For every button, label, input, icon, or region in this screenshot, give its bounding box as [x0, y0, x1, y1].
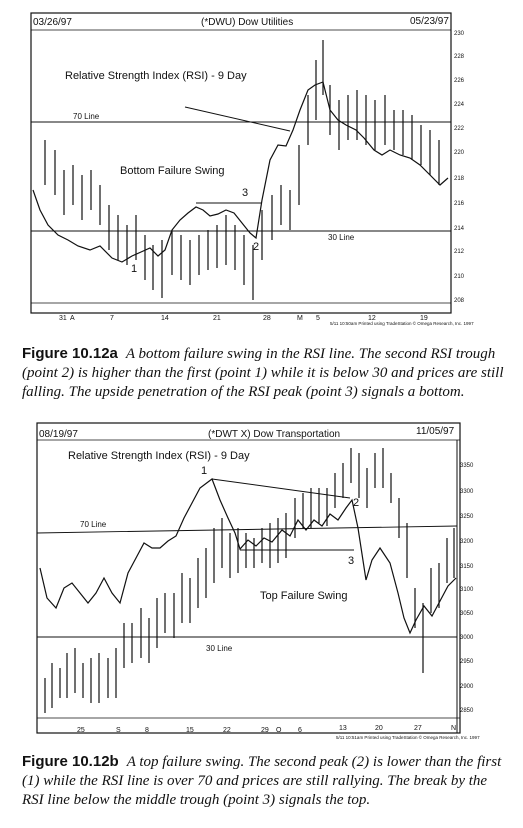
chart-a-price-tick: 212 — [454, 249, 465, 255]
chart-a-price-tick: 228 — [454, 54, 465, 60]
caption-a-label: Figure 10.12a — [22, 345, 118, 362]
chart-b-price-tick: 3100 — [460, 587, 474, 593]
chart-a-price-tick: 222 — [454, 126, 465, 132]
chart-a-swing-label: Bottom Failure Swing — [120, 165, 225, 177]
chart-a-footer: 5/11 10:50am Printed using TradeStation … — [330, 320, 474, 326]
chart-b-peak-line — [211, 478, 351, 499]
chart-a-price-tick: 208 — [454, 298, 465, 304]
chart-a-date-tick: 21 — [213, 315, 221, 322]
chart-a-date-ticks: 31 A 7 14 21 28 M 5 12 19 — [59, 315, 428, 322]
chart-b-svg: 08/19/97 (*DWT X) Dow Transportation 11/… — [36, 422, 480, 740]
chart-a-title: (*DWU) Dow Utilities — [201, 17, 293, 28]
chart-b-date-tick: 29 — [261, 727, 269, 734]
chart-b-swing-label: Top Failure Swing — [260, 590, 347, 602]
chart-b-price-tick: 3350 — [460, 463, 474, 469]
chart-b-price-tick: 3000 — [460, 635, 474, 641]
chart-a-price-tick: 226 — [454, 78, 465, 84]
chart-a-rsi-line — [32, 81, 449, 263]
chart-b-price-tick: 2900 — [460, 684, 474, 690]
chart-b-price-tick: 2850 — [460, 708, 474, 714]
chart-b-point-2: 2 — [353, 497, 359, 509]
chart-b-price-tick: 3300 — [460, 489, 474, 495]
chart-a-70-label: 70 Line — [73, 112, 100, 121]
chart-a-price-bars — [44, 40, 440, 300]
chart-a-price-tick: 220 — [454, 150, 465, 156]
chart-b-date-tick: 6 — [298, 727, 302, 734]
chart-a-frame — [30, 12, 452, 314]
chart-a-30-label: 30 Line — [328, 233, 355, 242]
chart-a-price-tick: 224 — [454, 102, 465, 108]
chart-a-price-tick: 218 — [454, 176, 465, 182]
chart-b-date-tick: O — [276, 727, 282, 734]
chart-a-svg: 03/26/97 (*DWU) Dow Utilities 05/23/97 R… — [30, 12, 474, 326]
chart-b-end-date: 11/05/97 — [416, 426, 455, 437]
chart-a-point-2: 2 — [253, 241, 259, 253]
chart-a-date-tick: 14 — [161, 315, 169, 322]
chart-b-date-tick: S — [116, 727, 121, 734]
chart-a-rsi-pointer — [184, 106, 291, 132]
chart-b-date-tick: 15 — [186, 727, 194, 734]
chart-b-price-tick: 3150 — [460, 564, 474, 570]
chart-b-point-3: 3 — [348, 555, 354, 567]
chart-a-date-tick: 31 — [59, 315, 67, 322]
caption-b-text: A top failure swing. The second peak (2)… — [22, 754, 502, 808]
chart-b-price-ticks: 3350 3300 3250 3200 3150 3100 3050 3000 … — [460, 463, 474, 714]
chart-b-70-label: 70 Line — [80, 520, 107, 529]
chart-b-price-tick: 3200 — [460, 539, 474, 545]
chart-a-date-tick: 28 — [263, 315, 271, 322]
chart-b-70-line — [36, 525, 458, 534]
chart-a-date-tick: M — [297, 315, 303, 322]
chart-a-point-1: 1 — [131, 263, 137, 275]
chart-b-date-tick: 20 — [375, 725, 383, 732]
chart-a-price-tick: 214 — [454, 226, 465, 232]
chart-a-price-tick: 216 — [454, 201, 465, 207]
chart-b-start-date: 08/19/97 — [39, 429, 78, 440]
chart-a-date-tick: 12 — [368, 315, 376, 322]
figure-10-12a-chart: 03/26/97 (*DWU) Dow Utilities 05/23/97 R… — [0, 0, 523, 340]
chart-b-date-tick: 8 — [145, 727, 149, 734]
chart-a-date-tick: A — [70, 315, 75, 322]
chart-b-point-1: 1 — [201, 465, 207, 477]
chart-b-date-tick: 25 — [77, 727, 85, 734]
caption-b-label: Figure 10.12b — [22, 753, 119, 770]
chart-a-price-tick: 230 — [454, 31, 465, 37]
figure-10-12b-caption: Figure 10.12b A top failure swing. The se… — [22, 752, 507, 810]
chart-b-title: (*DWT X) Dow Transportation — [208, 429, 340, 440]
chart-a-date-tick: 5 — [316, 315, 320, 322]
chart-a-rsi-label: Relative Strength Index (RSI) - 9 Day — [65, 70, 247, 82]
chart-b-rsi-line — [39, 478, 457, 635]
figure-10-12a-caption: Figure 10.12a A bottom failure swing in t… — [22, 344, 507, 402]
chart-b-date-tick: N — [451, 725, 456, 732]
caption-a-text: A bottom failure swing in the RSI line. … — [22, 346, 504, 400]
chart-b-date-tick: 22 — [223, 727, 231, 734]
chart-a-point-3: 3 — [242, 187, 248, 199]
chart-a-date-tick: 7 — [110, 315, 114, 322]
chart-b-rsi-label: Relative Strength Index (RSI) - 9 Day — [68, 450, 250, 462]
chart-b-date-tick: 13 — [339, 725, 347, 732]
chart-b-price-bars — [44, 448, 455, 713]
chart-a-end-date: 05/23/97 — [410, 16, 449, 27]
chart-b-30-label: 30 Line — [206, 644, 233, 653]
chart-a-price-tick: 210 — [454, 274, 465, 280]
chart-b-price-tick: 3050 — [460, 611, 474, 617]
chart-a-start-date: 03/26/97 — [33, 17, 72, 28]
chart-b-price-tick: 2950 — [460, 659, 474, 665]
chart-a-date-tick: 19 — [420, 315, 428, 322]
chart-b-date-ticks: 25 S 8 15 22 29 O 6 13 20 27 N — [77, 725, 456, 734]
chart-b-price-tick: 3250 — [460, 514, 474, 520]
chart-a-price-ticks: 230 228 226 224 222 220 218 216 214 212 … — [454, 31, 465, 304]
chart-b-footer: 5/11 10:51am Printed using TradeStation … — [336, 734, 480, 740]
figure-10-12b-chart: 08/19/97 (*DWT X) Dow Transportation 11/… — [0, 418, 523, 743]
chart-b-frame — [36, 422, 461, 734]
chart-b-date-tick: 27 — [414, 725, 422, 732]
